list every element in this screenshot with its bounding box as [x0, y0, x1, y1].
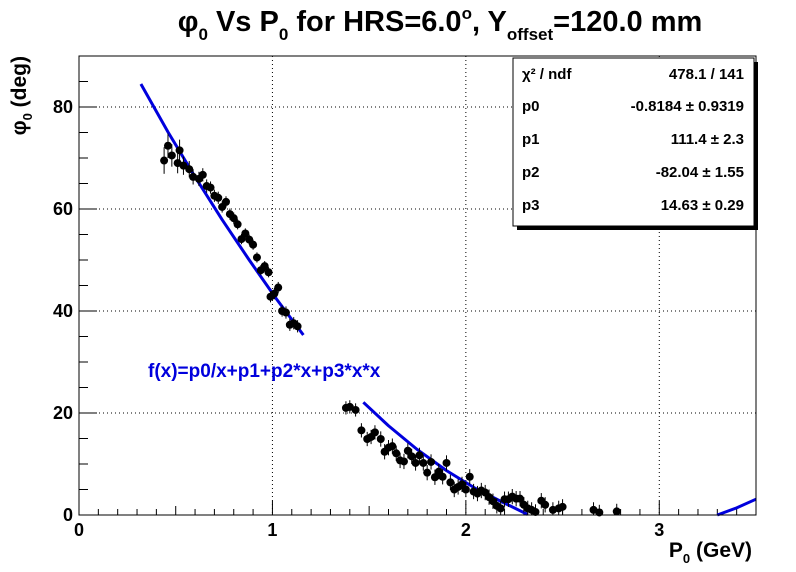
data-point: [241, 229, 250, 238]
x-tick-label: 0: [74, 520, 84, 540]
fit-curve-segment: [139, 83, 305, 336]
data-point: [237, 235, 246, 244]
data-point: [403, 446, 412, 455]
y-tick-label: 0: [63, 505, 73, 525]
data-point: [531, 507, 540, 516]
data-point: [392, 449, 401, 458]
data-point: [249, 240, 258, 249]
x-tick-label: 1: [267, 520, 277, 540]
stats-label: p1: [522, 131, 540, 148]
y-axis-label: φ0 (deg): [8, 56, 35, 135]
data-point: [423, 468, 432, 477]
data-point: [252, 253, 261, 262]
data-point: [595, 508, 604, 517]
data-point: [541, 500, 550, 509]
data-point: [399, 457, 408, 466]
data-points: [160, 133, 621, 517]
data-point: [175, 146, 184, 155]
data-point: [446, 478, 455, 487]
data-point: [415, 451, 424, 460]
stats-label: χ² / ndf: [522, 66, 572, 83]
stats-value: -82.04 ± 1.55: [656, 164, 744, 181]
fit-formula-label: f(x)=p0/x+p1+p2*x+p3*x*x: [148, 361, 381, 382]
stats-label: p3: [522, 197, 540, 214]
data-point: [167, 151, 176, 160]
stats-label: p0: [522, 98, 540, 115]
data-point: [465, 472, 474, 481]
y-tick-label: 60: [53, 199, 73, 219]
data-point: [222, 197, 231, 206]
data-point: [206, 183, 215, 192]
stats-box: χ² / ndf 478.1 / 141 p0 -0.8184 ± 0.9319 p1 1…: [512, 57, 758, 230]
data-point: [281, 308, 290, 317]
x-tick-label: 2: [461, 520, 471, 540]
data-point: [351, 405, 360, 414]
data-point: [214, 193, 223, 202]
data-point: [442, 458, 451, 467]
stats-box-frame: [512, 57, 755, 227]
data-point: [160, 156, 169, 165]
data-point: [274, 283, 283, 292]
data-point: [461, 485, 470, 494]
chart-title: φ0 Vs P0 for HRS=6.0o, Yoffset=120.0 mm: [178, 4, 703, 44]
y-tick-label: 20: [53, 403, 73, 423]
data-point: [558, 502, 567, 511]
data-point: [179, 161, 188, 170]
data-point: [438, 472, 447, 481]
data-point: [388, 442, 397, 451]
data-point: [419, 458, 428, 467]
data-point: [229, 214, 238, 223]
data-point: [496, 504, 505, 513]
data-point: [430, 473, 439, 482]
data-point: [293, 322, 302, 331]
data-point: [185, 165, 194, 174]
data-point: [357, 426, 366, 435]
y-tick-label: 80: [53, 97, 73, 117]
axis-ticks: 0 1 2 3 0 20 40 60 80: [53, 55, 757, 540]
stats-value: -0.8184 ± 0.9319: [631, 98, 744, 115]
data-point: [411, 458, 420, 467]
data-point: [612, 507, 621, 516]
data-point: [427, 457, 436, 466]
data-point: [516, 494, 525, 503]
stats-value: 14.63 ± 0.29: [661, 197, 744, 214]
data-point: [264, 268, 273, 277]
y-tick-label: 40: [53, 301, 73, 321]
x-axis-label: P0 (GeV): [669, 539, 752, 566]
data-point: [376, 435, 385, 444]
data-point: [163, 141, 172, 150]
data-point: [260, 262, 269, 271]
x-tick-label: 3: [654, 520, 664, 540]
fit-curve-segment: [716, 497, 757, 517]
stats-rows: χ² / ndf 478.1 / 141 p0 -0.8184 ± 0.9319 p1 1…: [522, 66, 744, 214]
data-point: [233, 220, 242, 229]
data-point: [407, 452, 416, 461]
stats-label: p2: [522, 164, 540, 181]
stats-value: 111.4 ± 2.3: [671, 131, 744, 148]
data-point: [270, 289, 279, 298]
stats-value: 478.1 / 141: [669, 66, 744, 83]
plot-frame: [78, 55, 757, 516]
data-point: [370, 428, 379, 437]
data-point: [198, 170, 207, 179]
